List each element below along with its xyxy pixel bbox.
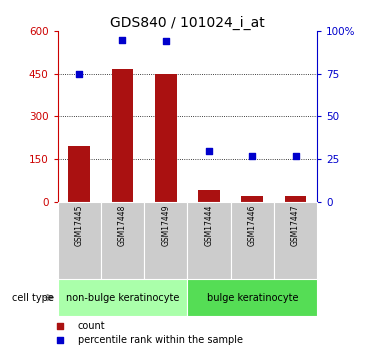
Point <box>206 148 212 154</box>
Point <box>249 153 255 158</box>
Bar <box>101 202 144 279</box>
Point <box>76 71 82 77</box>
Text: percentile rank within the sample: percentile rank within the sample <box>78 335 243 345</box>
Point <box>57 337 63 343</box>
Bar <box>58 202 101 279</box>
Point <box>293 153 299 158</box>
Text: cell type: cell type <box>12 293 54 303</box>
Text: count: count <box>78 322 105 331</box>
Text: bulge keratinocyte: bulge keratinocyte <box>207 293 298 303</box>
Bar <box>68 146 90 202</box>
Point <box>57 324 63 329</box>
Text: GSM17449: GSM17449 <box>161 204 170 246</box>
Bar <box>231 202 274 279</box>
Bar <box>187 202 231 279</box>
Bar <box>112 69 133 202</box>
Bar <box>155 74 177 202</box>
Text: GSM17446: GSM17446 <box>248 204 257 246</box>
Point <box>119 37 125 42</box>
Bar <box>144 202 187 279</box>
Title: GDS840 / 101024_i_at: GDS840 / 101024_i_at <box>110 16 265 30</box>
Text: non-bulge keratinocyte: non-bulge keratinocyte <box>66 293 179 303</box>
Bar <box>242 196 263 202</box>
Bar <box>58 279 187 316</box>
Bar <box>198 190 220 202</box>
Text: GSM17444: GSM17444 <box>204 204 213 246</box>
Text: GSM17448: GSM17448 <box>118 204 127 246</box>
Bar <box>187 279 317 316</box>
Point <box>163 39 169 44</box>
Bar <box>274 202 317 279</box>
Text: GSM17445: GSM17445 <box>75 204 83 246</box>
Bar <box>285 196 306 202</box>
Text: GSM17447: GSM17447 <box>291 204 300 246</box>
